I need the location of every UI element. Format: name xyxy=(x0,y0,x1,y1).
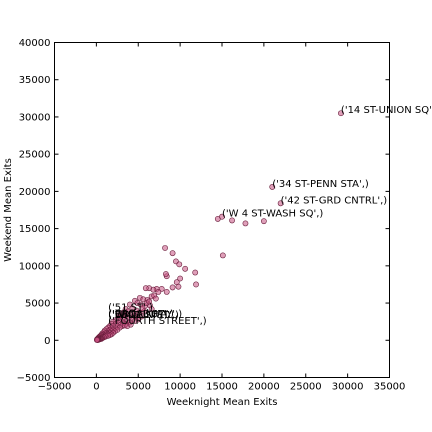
x-tick-label: 5000 xyxy=(126,382,151,393)
point-annotation: ('BROADWAY',) xyxy=(108,309,182,320)
data-point xyxy=(163,288,170,295)
y-tick-label: 20000 xyxy=(19,187,51,198)
data-point xyxy=(176,261,183,268)
data-point xyxy=(277,200,284,207)
data-point xyxy=(169,284,176,291)
data-point xyxy=(169,250,176,257)
y-tick-label: −5000 xyxy=(17,373,51,384)
x-tick-label: 30000 xyxy=(332,382,364,393)
data-point xyxy=(338,110,344,117)
data-point xyxy=(127,321,134,328)
data-point xyxy=(93,337,100,343)
data-point xyxy=(182,265,189,272)
y-axis-ticks: −5000 0 5000 10000 15000 20000 25000 30000 35000… xyxy=(17,38,390,384)
data-point xyxy=(155,288,162,295)
point-annotation: ('FOURTH STREET',) xyxy=(108,316,207,327)
data-point xyxy=(175,283,182,290)
x-tick-label: 15000 xyxy=(206,382,238,393)
y-tick-label: 0 xyxy=(44,336,50,347)
data-point xyxy=(139,305,146,312)
data-point xyxy=(269,184,276,190)
data-point xyxy=(142,285,149,292)
point-annotation: ('34 ST-PENN STA',) xyxy=(272,179,369,190)
data-point xyxy=(219,213,225,220)
data-point xyxy=(152,295,159,302)
data-point xyxy=(119,309,126,316)
point-annotation: ('FULTON ST',) xyxy=(108,310,179,321)
y-axis-label: Weekend Mean Exits xyxy=(3,158,14,262)
data-point xyxy=(135,316,142,323)
y-tick-label: 30000 xyxy=(19,112,51,123)
data-point xyxy=(162,245,168,251)
y-tick-label: 15000 xyxy=(19,224,51,235)
data-point xyxy=(162,271,169,277)
point-annotation: ('W 4 ST-WASH SQ',) xyxy=(222,209,323,220)
x-tick-label: 10000 xyxy=(164,382,196,393)
y-tick-label: 25000 xyxy=(19,150,51,161)
y-tick-label: 35000 xyxy=(19,75,51,86)
y-tick-label: 10000 xyxy=(19,261,51,272)
point-annotation: ('WALL ST',) xyxy=(108,310,168,321)
point-annotation: ('42 ST-GRD CNTRL',) xyxy=(281,195,388,206)
data-point xyxy=(192,269,199,276)
data-point xyxy=(242,220,249,227)
x-axis-label: Weeknight Mean Exits xyxy=(167,397,278,408)
x-tick-label: −5000 xyxy=(38,382,72,393)
data-point xyxy=(229,217,235,224)
y-tick-label: 5000 xyxy=(25,299,50,310)
y-tick-label: 40000 xyxy=(19,38,51,49)
x-tick-label: 0 xyxy=(93,382,99,393)
data-point xyxy=(177,275,184,282)
point-annotation: ('14 ST-UNION SQ',) xyxy=(341,105,432,116)
data-points xyxy=(93,110,344,343)
point-annotation: ('51 ST',) xyxy=(108,303,153,314)
data-point xyxy=(148,306,155,312)
data-point xyxy=(260,218,267,225)
x-tick-label: 35000 xyxy=(374,382,406,393)
point-annotation: ('CANAL ST',) xyxy=(108,309,174,320)
x-tick-label: 20000 xyxy=(248,382,280,393)
x-tick-label: 25000 xyxy=(290,382,322,393)
data-point xyxy=(146,298,153,305)
data-point xyxy=(219,252,226,259)
data-point xyxy=(193,281,199,288)
x-axis-ticks: −5000 0 5000 10000 15000 20000 25000 30000 35000 xyxy=(38,42,406,393)
point-annotations: ('14 ST-UNION SQ',) ('34 ST-PENN STA',) ('… xyxy=(108,105,432,327)
